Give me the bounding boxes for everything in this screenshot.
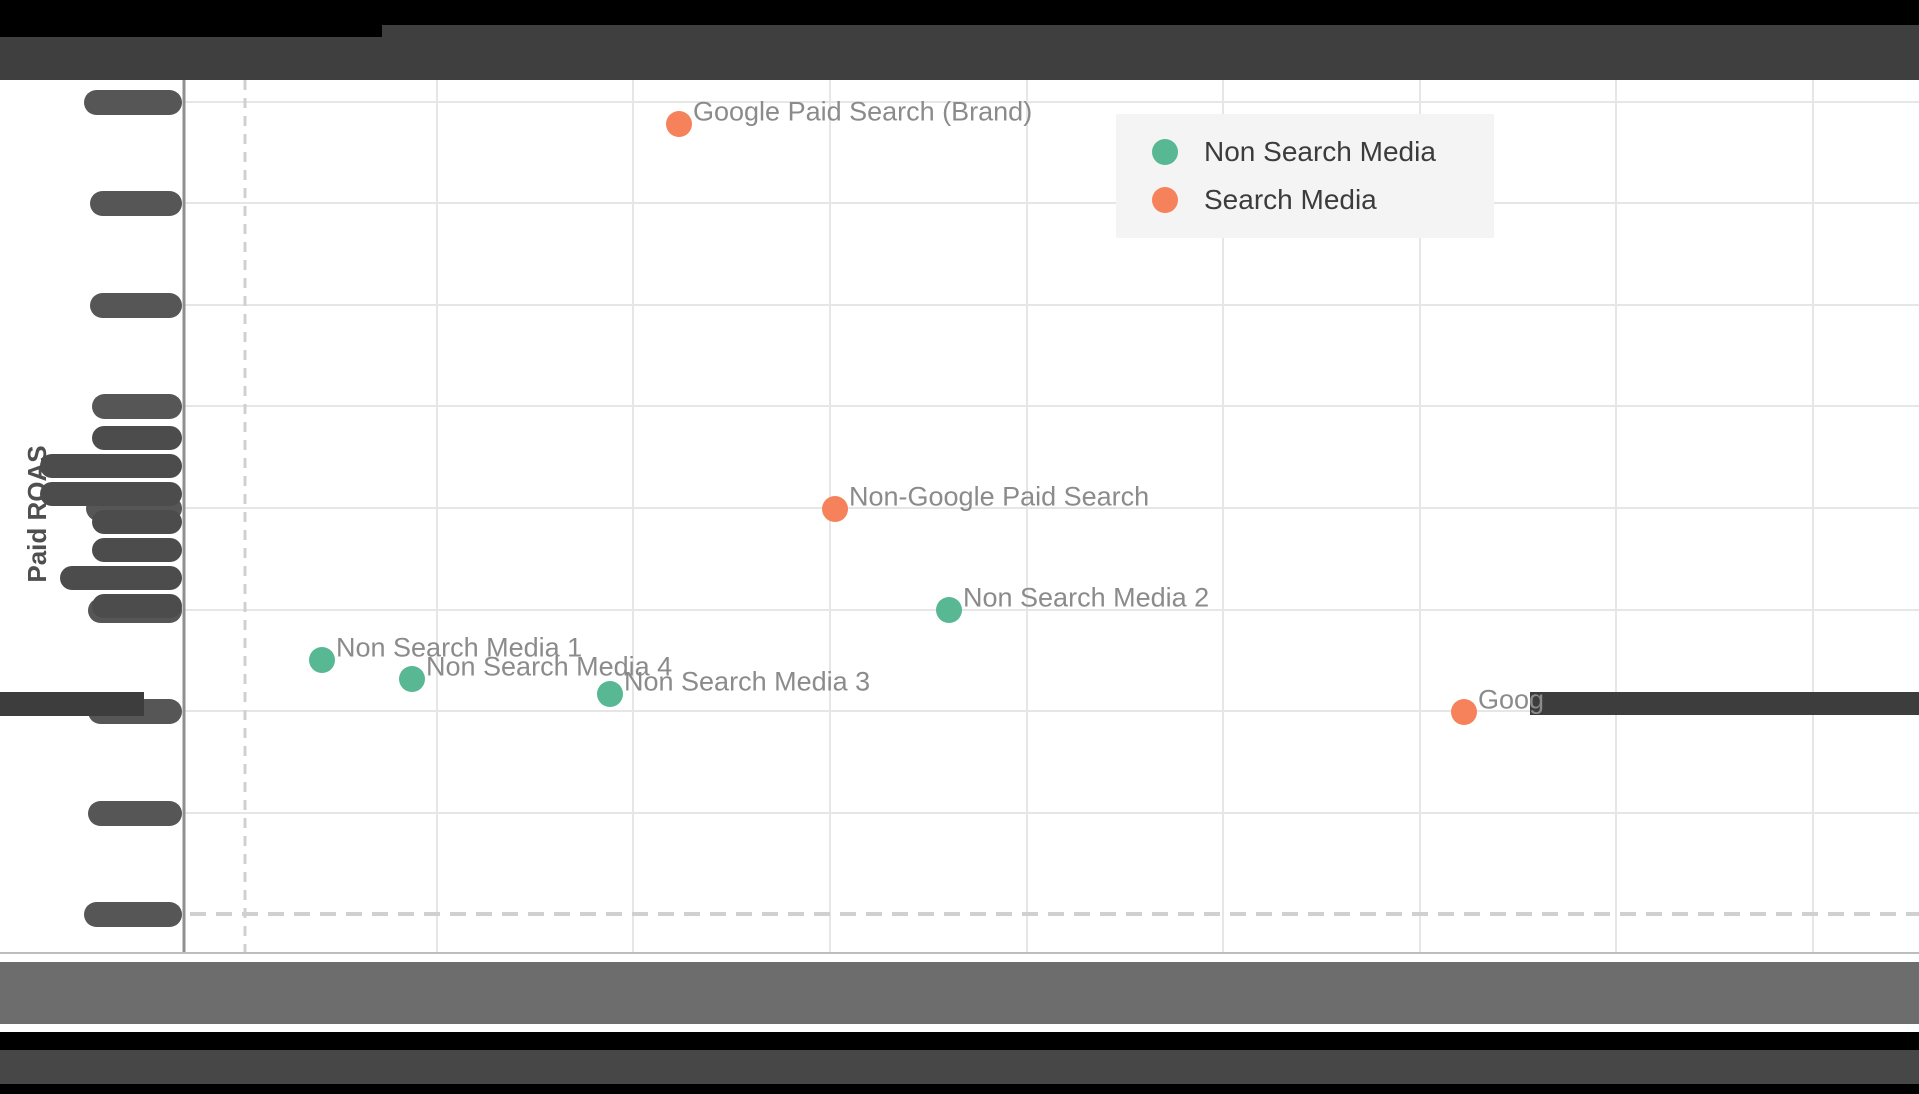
y-axis-title-redaction-bar [92, 510, 182, 534]
y-axis-title-redaction-bar [60, 566, 182, 590]
point-label: Google Paid Search (Brand) [693, 96, 1033, 127]
redaction-layer [0, 80, 1919, 962]
legend-item-label: Search Media [1204, 184, 1377, 215]
legend-swatch-icon [1152, 187, 1178, 213]
y-axis-title-redaction-bar [40, 482, 182, 506]
point-label: Non Search Media 3 [624, 666, 871, 697]
scatter-point[interactable] [399, 666, 425, 692]
y-tick-redaction-bar [90, 293, 182, 318]
y-tick-redaction-bar [84, 90, 182, 115]
legend-item[interactable]: Search Media [1152, 184, 1436, 216]
point-label: Non Search Media 1 [336, 632, 583, 663]
point-label: Goog [1478, 684, 1545, 715]
legend-item-label: Non Search Media [1204, 136, 1436, 167]
legend: Non Search Media Search Media [1116, 114, 1494, 238]
legend-rows: Non Search Media Search Media [1152, 136, 1436, 216]
scatter-point[interactable] [936, 597, 962, 623]
bottom-black-edge [0, 1084, 1919, 1094]
legend-swatch-icon [1152, 139, 1178, 165]
bottom-toolbar-redacted [0, 1050, 1919, 1084]
bottom-black-strip [0, 1032, 1919, 1050]
point-label: Non Search Media 2 [963, 582, 1210, 613]
y-tick-redaction-bar [84, 902, 182, 927]
top-left-black-block [0, 0, 382, 37]
y-tick-redaction-bar [88, 801, 182, 826]
y-axis-title-redaction-bar [92, 594, 182, 618]
scatter-point[interactable] [1451, 699, 1477, 725]
chart-grid [0, 80, 1919, 954]
y-axis-title-redaction-bar [40, 454, 182, 478]
y-tick-redaction-bar [92, 394, 182, 419]
left-redaction-bar [0, 692, 144, 716]
scatter-points-layer: Google Paid Search (Brand) Non-Google Pai… [0, 80, 1919, 962]
x-axis-redaction-band [0, 962, 1919, 1024]
chart-area: Paid ROAS Google Paid Search (Brand) Non-… [0, 80, 1919, 962]
scatter-point[interactable] [666, 111, 692, 137]
y-axis-title-redaction-bar [92, 538, 182, 562]
scatter-point[interactable] [822, 496, 848, 522]
y-axis-title-redaction-bar [92, 426, 182, 450]
y-tick-redaction-bar [90, 191, 182, 216]
scatter-point[interactable] [309, 647, 335, 673]
scatter-point[interactable] [597, 681, 623, 707]
legend-item[interactable]: Non Search Media [1152, 136, 1436, 168]
point-label: Non Search Media 4 [426, 651, 673, 682]
point-label: Non-Google Paid Search [849, 481, 1150, 512]
point-label-redaction-bar [1530, 692, 1919, 715]
